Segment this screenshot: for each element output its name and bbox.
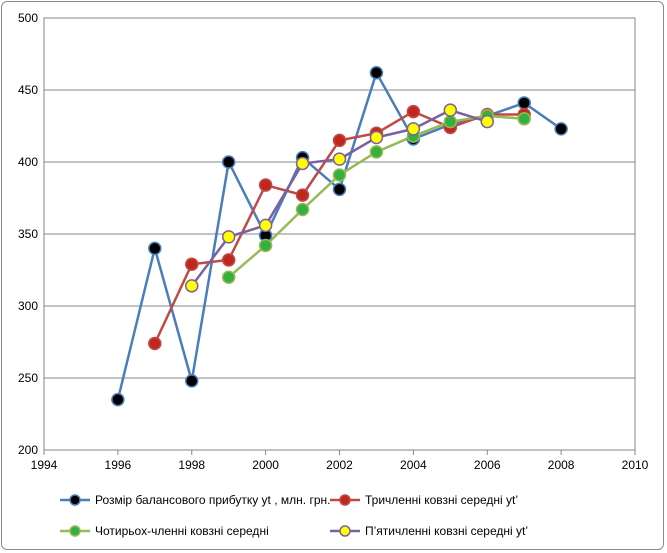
series-2-point [258,178,273,192]
legend-label-4: П’ятичленні ковзні середні yt’ [365,524,528,538]
series-2-point [185,257,199,271]
series-3-point [221,270,236,284]
legend-marker-4 [339,525,351,537]
y-tick-label: 500 [18,11,38,25]
series-4-point [369,130,384,145]
y-tick-label: 450 [18,83,38,97]
legend-label-1: Розмір балансового прибутку yt , млн. гр… [95,493,330,507]
series-2-point [148,336,162,351]
series-3-point [517,112,531,126]
series-1-point [332,182,347,197]
series-4-point [295,156,310,171]
series-3-point [443,114,458,129]
x-tick-label: 1996 [105,458,132,472]
x-tick-label: 1998 [178,458,205,472]
y-tick-label: 250 [18,371,38,385]
series-1-point [185,374,199,388]
series-2-point [406,104,421,119]
series-1-point [554,122,568,136]
series-1-point [221,155,236,169]
series-3-point [258,238,273,253]
series-1-point [369,65,384,80]
series-4-point [221,230,236,244]
series-4-point [185,279,199,293]
series-line-1 [116,71,562,400]
legend-marker-2 [339,494,351,506]
series-4-point [406,122,421,136]
series-1-point [111,392,125,407]
x-tick-label: 2000 [252,458,279,472]
y-tick-label: 350 [18,227,38,241]
legend-marker-3 [69,525,81,537]
series-3-point [295,202,310,217]
series-4-point [443,103,458,117]
series-1-point [517,96,531,110]
x-tick-label: 1994 [31,458,58,472]
y-tick-label: 400 [18,155,38,169]
x-tick-label: 2008 [548,458,575,472]
series-3-point [369,145,384,159]
series-3-point [332,168,347,182]
legend-label-2: Тричленні ковзні середні yt’ [365,493,518,507]
series-4-point [258,218,273,233]
series-2-point [295,188,310,202]
x-tick-label: 2002 [326,458,353,472]
series-2-point [221,253,236,267]
series-1-point [148,241,162,256]
series-2-point [332,133,347,148]
legend-marker-1 [69,494,81,506]
y-tick-label: 200 [18,443,38,457]
y-tick-label: 300 [18,299,38,313]
x-tick-label: 2004 [400,458,427,472]
x-tick-label: 2006 [474,458,501,472]
series-4-point [480,114,494,129]
legend-label-3: Чотирьох-членні ковзні середні [95,524,269,538]
x-tick-label: 2010 [622,458,649,472]
series-4-point [332,152,347,166]
